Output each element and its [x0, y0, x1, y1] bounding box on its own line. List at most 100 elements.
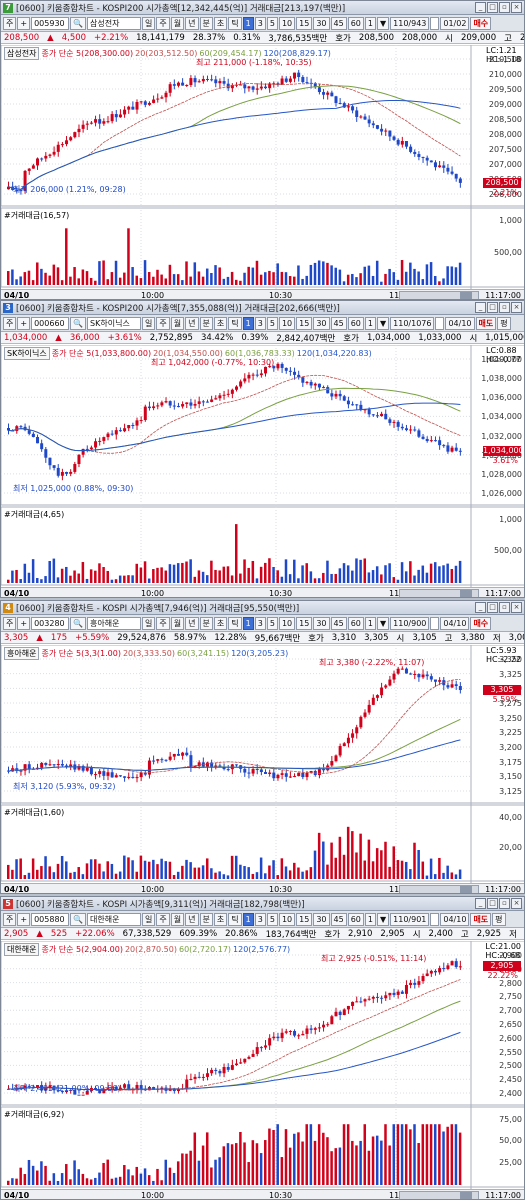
close-icon[interactable]: ×: [511, 2, 522, 13]
interval-button-45[interactable]: 45: [330, 912, 347, 926]
menu-dropdown[interactable]: 주: [3, 16, 17, 30]
interval-button-3[interactable]: 3: [254, 16, 266, 30]
price-chart[interactable]: 삼성전자 종가 단순 5(208,300.00) 20(203,512.50) 60(…: [1, 45, 524, 299]
maximize-icon[interactable]: □: [487, 602, 498, 613]
restore-icon[interactable]: ▫: [499, 602, 510, 613]
period-button-5[interactable]: 초: [213, 316, 228, 330]
period-button-4[interactable]: 분: [199, 316, 213, 330]
restore-icon[interactable]: ▫: [499, 2, 510, 13]
interval-button-3[interactable]: 3: [254, 316, 266, 330]
qty-field[interactable]: 1: [364, 16, 376, 30]
sell-button[interactable]: 평: [497, 316, 511, 330]
scrollbar-thumb[interactable]: [460, 590, 472, 597]
minimize-icon[interactable]: _: [475, 302, 486, 313]
legend-stock-name[interactable]: 삼성전자: [4, 47, 40, 60]
buy-button[interactable]: 매수: [470, 16, 492, 30]
close-icon[interactable]: ×: [511, 602, 522, 613]
interval-button-3[interactable]: 3: [254, 912, 266, 926]
interval-button-30[interactable]: 30: [313, 616, 330, 630]
price-chart[interactable]: 흥아해운 종가 단순 5(3,3(1.00) 20(3,333.50) 60(3,24…: [1, 645, 524, 893]
period-button-1[interactable]: 주: [156, 616, 170, 630]
stock-code-input[interactable]: 005880: [31, 912, 70, 926]
period-button-2[interactable]: 월: [170, 616, 185, 630]
interval-button-60[interactable]: 60: [347, 616, 364, 630]
add-button[interactable]: +: [17, 616, 31, 630]
period-button-0[interactable]: 일: [142, 912, 156, 926]
stock-name-field[interactable]: 삼성전자: [87, 16, 142, 30]
qty-dropdown-icon[interactable]: ▼: [376, 316, 390, 330]
checkbox[interactable]: [430, 616, 440, 630]
scrollbar-thumb[interactable]: [460, 292, 472, 299]
interval-button-1[interactable]: 1: [242, 316, 254, 330]
qty-dropdown-icon[interactable]: ▼: [376, 616, 390, 630]
minimize-icon[interactable]: _: [475, 2, 486, 13]
interval-button-1[interactable]: 1: [242, 616, 254, 630]
period-button-3[interactable]: 년: [185, 16, 199, 30]
period-button-5[interactable]: 초: [213, 16, 228, 30]
period-button-0[interactable]: 일: [142, 616, 156, 630]
interval-button-30[interactable]: 30: [313, 316, 330, 330]
restore-icon[interactable]: ▫: [499, 302, 510, 313]
chart-scrollbar[interactable]: [399, 885, 479, 893]
stock-name-field[interactable]: 흥아해운: [87, 616, 142, 630]
interval-button-45[interactable]: 45: [330, 16, 347, 30]
interval-button-1[interactable]: 1: [242, 912, 254, 926]
interval-button-15[interactable]: 15: [296, 616, 313, 630]
search-icon[interactable]: 🔍: [70, 16, 87, 30]
scrollbar-thumb[interactable]: [460, 1192, 472, 1199]
chart-scrollbar[interactable]: [399, 589, 479, 597]
period-button-1[interactable]: 주: [156, 912, 170, 926]
period-button-6[interactable]: 틱: [228, 316, 242, 330]
stock-code-input[interactable]: 000660: [31, 316, 70, 330]
sell-button[interactable]: 평: [492, 912, 506, 926]
interval-button-15[interactable]: 15: [296, 912, 313, 926]
period-button-0[interactable]: 일: [142, 16, 156, 30]
buy-button[interactable]: 매도: [475, 316, 497, 330]
interval-button-10[interactable]: 10: [278, 616, 296, 630]
maximize-icon[interactable]: □: [487, 302, 498, 313]
interval-button-10[interactable]: 10: [278, 16, 296, 30]
interval-button-1[interactable]: 1: [242, 16, 254, 30]
legend-stock-name[interactable]: SK하이닉스: [4, 347, 50, 360]
period-button-3[interactable]: 년: [185, 616, 199, 630]
add-button[interactable]: +: [17, 16, 31, 30]
interval-button-15[interactable]: 15: [296, 16, 313, 30]
interval-button-45[interactable]: 45: [330, 316, 347, 330]
qty-field[interactable]: 1: [364, 912, 376, 926]
period-button-6[interactable]: 틱: [228, 16, 242, 30]
period-button-3[interactable]: 년: [185, 912, 199, 926]
interval-button-60[interactable]: 60: [347, 316, 364, 330]
qty-dropdown-icon[interactable]: ▼: [376, 912, 390, 926]
search-icon[interactable]: 🔍: [70, 316, 87, 330]
checkbox[interactable]: [435, 316, 445, 330]
period-button-1[interactable]: 주: [156, 316, 170, 330]
date-field[interactable]: 04/10: [440, 616, 470, 630]
interval-button-60[interactable]: 60: [347, 16, 364, 30]
price-chart[interactable]: 대한해운 종가 단순 5(2,904.00) 20(2,870.50) 60(2,72…: [1, 941, 524, 1199]
interval-button-15[interactable]: 15: [296, 316, 313, 330]
period-button-2[interactable]: 월: [170, 16, 185, 30]
qty-dropdown-icon[interactable]: ▼: [376, 16, 390, 30]
interval-button-30[interactable]: 30: [313, 16, 330, 30]
search-icon[interactable]: 🔍: [70, 616, 87, 630]
menu-dropdown[interactable]: 주: [3, 616, 17, 630]
interval-button-5[interactable]: 5: [266, 912, 278, 926]
checkbox[interactable]: [430, 16, 440, 30]
stock-name-field[interactable]: SK하이닉스: [87, 316, 142, 330]
stock-code-input[interactable]: 005930: [31, 16, 70, 30]
period-button-6[interactable]: 틱: [228, 912, 242, 926]
period-button-2[interactable]: 월: [170, 316, 185, 330]
buy-button[interactable]: 매도: [470, 912, 492, 926]
interval-button-5[interactable]: 5: [266, 316, 278, 330]
buy-button[interactable]: 매수: [470, 616, 492, 630]
qty-field[interactable]: 1: [364, 616, 376, 630]
interval-button-5[interactable]: 5: [266, 16, 278, 30]
price-chart[interactable]: SK하이닉스 종가 단순 5(1,033,800.00) 20(1,034,550.…: [1, 345, 524, 597]
interval-button-5[interactable]: 5: [266, 616, 278, 630]
checkbox[interactable]: [430, 912, 440, 926]
interval-button-30[interactable]: 30: [313, 912, 330, 926]
maximize-icon[interactable]: □: [487, 898, 498, 909]
chart-scrollbar[interactable]: [399, 1191, 479, 1199]
add-button[interactable]: +: [17, 912, 31, 926]
chart-scrollbar[interactable]: [399, 291, 479, 299]
